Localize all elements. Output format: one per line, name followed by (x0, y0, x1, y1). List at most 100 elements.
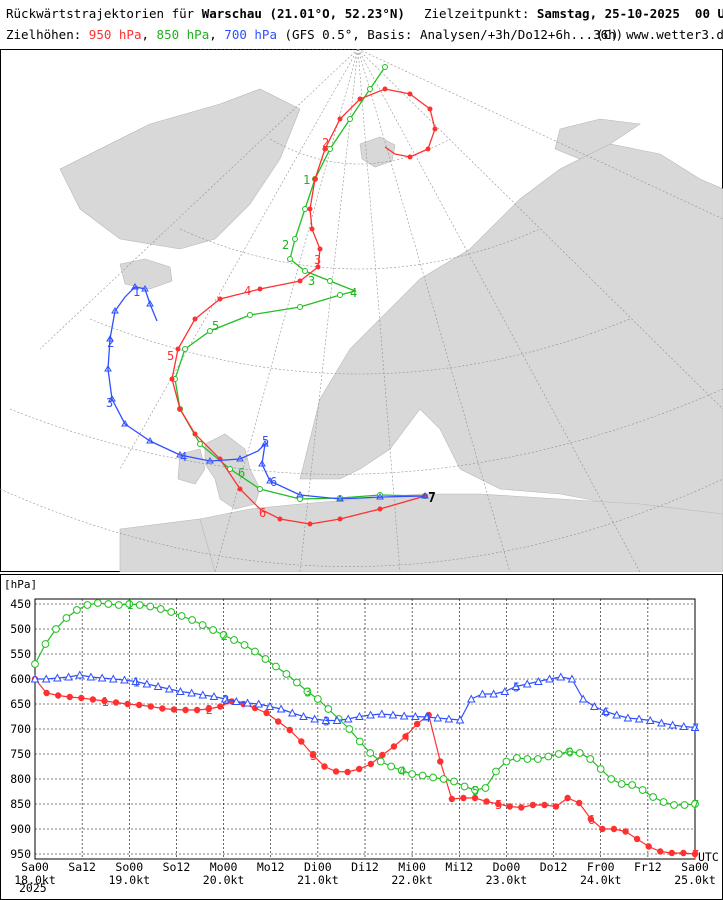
data-point (471, 794, 479, 802)
data-point (66, 693, 73, 701)
data-point (73, 606, 81, 614)
series-line (34, 678, 696, 855)
data-point (500, 686, 510, 695)
map-850-label-4: 4 (350, 286, 357, 300)
map-950-label-5: 5 (167, 349, 174, 363)
data-point (355, 711, 364, 720)
data-point (251, 647, 259, 656)
data-point (422, 712, 431, 721)
data-point (657, 718, 666, 727)
data-point (429, 773, 437, 782)
data-point (599, 825, 606, 833)
data-point (232, 696, 241, 705)
level-850-label: 850 hPa (156, 27, 210, 42)
data-point (638, 786, 647, 794)
map-700-label-5: 5 (262, 434, 269, 448)
data-point (575, 749, 584, 757)
map-end-marker: 7 (428, 491, 436, 506)
x-tick-label-top: So00 (115, 860, 143, 874)
title-line: Rückwärtstrajektorien für Warschau (21.0… (6, 6, 405, 21)
data-point (309, 751, 317, 759)
data-point (120, 675, 129, 684)
map-950-label-2: 2 (322, 136, 329, 150)
data-point (413, 720, 421, 728)
series-day-label: 2 (206, 703, 213, 717)
data-point (193, 706, 201, 714)
data-point (187, 688, 196, 697)
data-point (518, 804, 525, 811)
data-point (567, 674, 577, 683)
graticule (0, 49, 723, 572)
y-tick-label: 600 (10, 672, 31, 686)
chart-grid (34, 598, 696, 860)
series-day-label: 5 (513, 681, 520, 695)
target-time-label: Zielzeitpunkt: (424, 6, 530, 21)
data-point (142, 679, 152, 688)
data-point (62, 614, 71, 622)
data-point (399, 711, 409, 720)
data-point (523, 755, 532, 763)
x-tick-label-top: Mi12 (445, 860, 473, 874)
x-tick-label-top: Fr12 (634, 860, 662, 874)
data-point (377, 709, 387, 718)
data-point (587, 815, 594, 823)
data-point (680, 801, 689, 809)
y-tick-label: 500 (10, 622, 31, 636)
data-point (104, 600, 113, 608)
data-point (589, 701, 599, 710)
x-tick-label-top: Sa00 (21, 860, 49, 874)
data-point (230, 636, 238, 644)
y-tick-label: 900 (10, 822, 31, 836)
data-point (645, 715, 655, 724)
map-950-label-6: 6 (259, 506, 266, 520)
sep-2: , (209, 27, 217, 42)
map-700-label-1: 1 (133, 285, 140, 299)
data-point (217, 703, 224, 710)
data-point (131, 676, 141, 685)
data-point (433, 713, 443, 722)
series-day-label: 2 (221, 629, 228, 643)
data-point (522, 679, 532, 688)
x-tick-label-top: Fr00 (587, 860, 615, 874)
series-day-label: 3 (310, 749, 317, 763)
data-point (481, 784, 490, 792)
track-700: 1 2 3 4 5 6 (104, 283, 429, 502)
data-point (272, 662, 280, 671)
series-day-label: 3 (323, 715, 330, 729)
data-point (164, 684, 174, 693)
data-point (533, 755, 542, 763)
x-tick-label-bottom: 24.0kt (580, 873, 622, 887)
data-point (332, 768, 340, 775)
data-point (276, 704, 286, 713)
data-point (552, 803, 560, 810)
data-point (402, 733, 409, 740)
level-700-label: 700 hPa (224, 27, 277, 42)
data-point (287, 708, 297, 717)
data-point (668, 720, 677, 729)
y-tick-label: 950 (10, 847, 31, 861)
data-point (397, 766, 406, 775)
data-point (506, 803, 513, 810)
x-tick-label-bottom: 23.0kt (486, 873, 528, 887)
data-point (112, 699, 120, 706)
map-700-label-6: 6 (270, 475, 277, 489)
data-point (53, 673, 62, 682)
data-point (298, 738, 305, 745)
x-tick-label-top: So12 (163, 860, 191, 874)
x-tick-label-bottom: 22.0kt (391, 873, 433, 887)
data-point (691, 800, 699, 808)
data-point (75, 670, 85, 679)
data-point (321, 763, 328, 770)
data-point (489, 689, 498, 698)
data-point (586, 755, 595, 763)
data-point (324, 705, 333, 713)
data-point (286, 726, 293, 734)
data-point (136, 701, 143, 709)
pressure-chart: [hPa] 450500550600650700750800850900950 … (0, 574, 723, 900)
data-point (356, 765, 363, 773)
data-point (86, 672, 96, 681)
data-point (645, 843, 652, 850)
map-850-label-1: 1 (303, 173, 310, 187)
data-point (93, 599, 102, 607)
